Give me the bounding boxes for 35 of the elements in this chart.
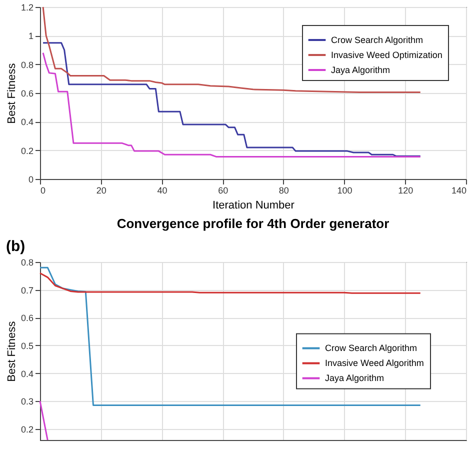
x-tick-label: 120 <box>398 186 414 196</box>
y-tick-label: 0.4 <box>20 117 34 128</box>
line-series <box>39 266 422 406</box>
y-tick-label: 0 <box>28 174 34 184</box>
legend-label: Invasive Weed Optimization <box>331 50 442 60</box>
chart-title: Convergence profile for 4th Order generator <box>116 216 390 231</box>
x-tick-label: 20 <box>96 186 106 196</box>
x-tick-label: 60 <box>218 186 228 196</box>
x-tick-label: 140 <box>451 186 466 196</box>
legend-label: Crow Search Algorithm <box>331 35 424 45</box>
y-axis-title: Best Fitness <box>6 62 18 124</box>
line-series <box>39 272 422 294</box>
text: (b) <box>6 238 26 255</box>
legend-label: Jaya Algorithm <box>331 65 390 75</box>
y-tick-label: 0.8 <box>20 258 34 268</box>
y-tick-label: 0.6 <box>20 313 34 324</box>
y-tick-label: 0.8 <box>20 60 34 70</box>
legend-label: Jaya Algorithm <box>325 373 384 384</box>
x-tick-label: 40 <box>157 186 168 196</box>
legend-label: Crow Search Algorithm <box>325 343 418 354</box>
y-tick-label: 0.6 <box>20 88 34 98</box>
y-axis-title: Best Fitness <box>6 320 18 382</box>
y-tick-label: 1 <box>28 31 34 42</box>
y-tick-label: 1.2 <box>20 2 34 12</box>
y-tick-label: 0.7 <box>20 285 34 296</box>
y-tick-label: 0.2 <box>20 424 34 434</box>
x-tick-label: 80 <box>278 186 289 196</box>
y-tick-label: 0.4 <box>20 368 34 379</box>
x-tick-label: 0 <box>40 186 46 196</box>
y-tick-label: 0.3 <box>20 396 34 407</box>
y-tick-label: 0.5 <box>20 340 34 351</box>
x-tick-label: 100 <box>337 186 352 196</box>
legend-label: Invasive Weed Algorithm <box>325 358 424 368</box>
x-axis-title: Iteration Number <box>212 200 295 212</box>
y-tick-label: 0.2 <box>20 146 34 156</box>
